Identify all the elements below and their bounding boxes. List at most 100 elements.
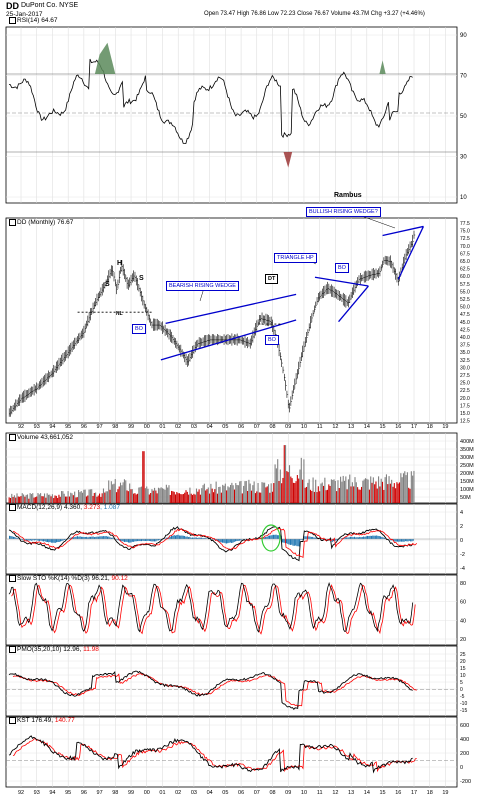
pmo-tick-label: -15 xyxy=(460,708,467,714)
volume-bar xyxy=(338,487,340,503)
volume-bar xyxy=(353,486,355,503)
macd-histogram-bar xyxy=(93,537,96,539)
volume-bar xyxy=(108,480,110,503)
volume-bar xyxy=(9,497,12,503)
macd-histogram-bar xyxy=(300,539,302,540)
price-tick-label: 47.5 xyxy=(460,312,470,318)
macd-tick-label: 0 xyxy=(460,538,463,544)
macd-histogram-bar xyxy=(204,538,207,539)
volume-bar xyxy=(68,496,70,503)
volume-bar xyxy=(324,477,326,503)
macd-histogram-bar xyxy=(235,539,237,542)
volume-bar xyxy=(201,488,203,503)
dt-box: DT xyxy=(265,274,279,284)
volume-bar xyxy=(367,479,369,503)
volume-bar xyxy=(317,486,319,503)
volume-bar xyxy=(190,493,192,503)
volume-bar xyxy=(304,487,306,503)
macd-histogram-bar xyxy=(36,539,38,541)
volume-tick-label: 250M xyxy=(460,463,474,469)
price-tick-label: 40.0 xyxy=(460,335,470,341)
volume-bar xyxy=(193,493,195,503)
volume-bar xyxy=(24,496,26,503)
volume-bar xyxy=(12,496,14,503)
x-axis-label-mid: 95 xyxy=(65,424,71,430)
macd-histogram-bar xyxy=(109,537,111,539)
macd-histogram-bar xyxy=(127,539,129,543)
volume-bar xyxy=(129,483,131,503)
macd-histogram-bar xyxy=(398,539,400,542)
macd-histogram-bar xyxy=(39,539,41,541)
volume-bar xyxy=(95,492,97,503)
macd-panel: 4 2 0 -2 -4 xyxy=(5,503,465,575)
x-axis-label-mid: 99 xyxy=(128,424,134,430)
volume-bar xyxy=(332,479,334,503)
volume-bar xyxy=(197,491,199,503)
volume-bar xyxy=(402,473,405,503)
x-axis-label-bottom: 97 xyxy=(97,790,103,796)
volume-bar xyxy=(192,494,194,503)
macd-histogram-bar xyxy=(50,539,52,543)
volume-bar xyxy=(244,481,246,503)
volume-bar xyxy=(266,486,268,503)
macd-histogram-bar xyxy=(44,539,46,542)
rsi-tick-label: 10 xyxy=(460,195,467,201)
macd-histogram-bar xyxy=(75,536,77,539)
macd-histogram-bar xyxy=(394,539,396,542)
rsi-tick-label: 50 xyxy=(460,114,467,120)
chart-header: DD DuPont Co. NYSE 25-Jan-2017 Open 73.4… xyxy=(0,0,485,18)
volume-bar xyxy=(186,491,188,503)
macd-histogram-bar xyxy=(189,536,191,539)
rsi-box-icon xyxy=(9,17,16,24)
volume-bar xyxy=(176,491,178,503)
volume-bar xyxy=(87,495,89,503)
volume-bar xyxy=(408,487,410,503)
volume-bar xyxy=(184,492,186,503)
macd-histogram-bar xyxy=(63,539,65,540)
macd-histogram-bar xyxy=(178,535,180,539)
sto-tick-label: 40 xyxy=(460,618,466,624)
volume-bar xyxy=(114,479,116,503)
volume-bar xyxy=(92,495,94,503)
volume-bar xyxy=(110,481,112,503)
volume-bar xyxy=(161,488,163,503)
sto-tick-label: 20 xyxy=(460,637,466,643)
volume-bar xyxy=(245,480,247,503)
volume-bar xyxy=(140,486,143,503)
macd-histogram-bar xyxy=(380,536,382,539)
x-axis-label-mid: 00 xyxy=(144,424,150,430)
pmo-tick-label: 5 xyxy=(460,680,463,686)
volume-bar xyxy=(307,482,309,503)
macd-histogram-bar xyxy=(28,539,30,541)
volume-bar xyxy=(216,493,218,503)
macd-histogram-bar xyxy=(292,539,294,546)
volume-bar xyxy=(21,493,23,503)
volume-bar xyxy=(171,490,173,503)
volume-bar xyxy=(311,490,313,503)
x-axis-label-bottom: 98 xyxy=(112,790,118,796)
macd-histogram-bar xyxy=(227,539,229,544)
macd-histogram-bar xyxy=(411,539,413,542)
macd-histogram-bar xyxy=(62,539,64,541)
macd-histogram-bar xyxy=(147,539,149,541)
volume-bar xyxy=(195,488,198,503)
volume-bar xyxy=(199,494,201,503)
price-tick-label: 60.0 xyxy=(460,274,470,280)
x-axis-label-bottom: 92 xyxy=(18,790,24,796)
macd-histogram-bar xyxy=(173,535,175,539)
macd-histogram-bar xyxy=(382,537,384,539)
volume-bar xyxy=(396,482,398,503)
macd-histogram-bar xyxy=(237,539,239,541)
rsi-oversold-fill xyxy=(283,152,293,168)
volume-bar xyxy=(401,477,403,503)
volume-bar xyxy=(364,478,367,503)
volume-bar xyxy=(134,493,136,503)
volume-bar xyxy=(296,475,298,503)
volume-bar xyxy=(143,451,145,503)
price-tick-label: 37.5 xyxy=(460,343,470,349)
volume-bar xyxy=(155,490,157,503)
volume-bar xyxy=(188,494,190,503)
volume-tick-label: 200M xyxy=(460,471,474,477)
macd-histogram-bar xyxy=(218,539,220,542)
macd-histogram-bar xyxy=(91,536,93,539)
